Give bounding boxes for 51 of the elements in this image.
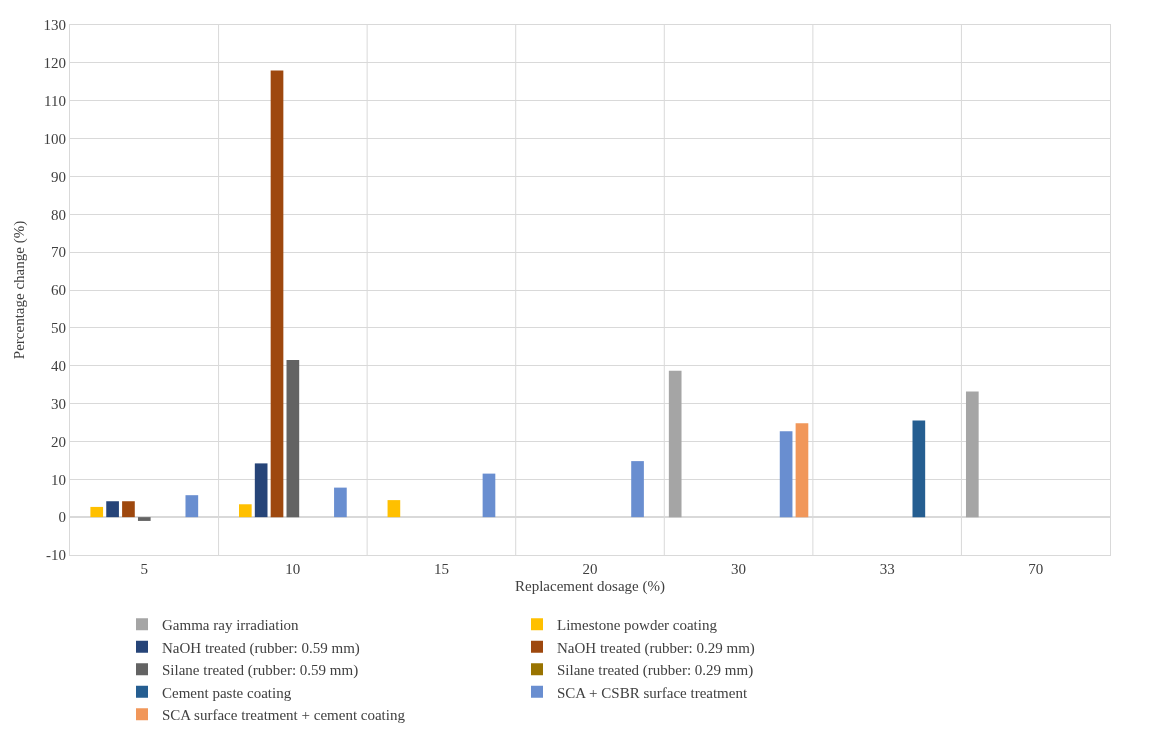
x-axis-title: Replacement dosage (%) [515, 578, 665, 595]
bar [779, 431, 793, 518]
legend-label: SCA surface treatment + cement coating [162, 707, 406, 724]
legend-label: Silane treated (rubber: 0.29 mm) [557, 662, 754, 680]
bar [334, 487, 347, 518]
bar [90, 506, 104, 518]
legend-label: NaOH treated (rubber: 0.59 mm) [162, 639, 360, 657]
y-tick-label: 110 [44, 92, 66, 109]
legend-label: NaOH treated (rubber: 0.29 mm) [557, 639, 755, 657]
legend-label: Cement paste coating [162, 684, 292, 701]
bar [668, 370, 682, 518]
y-tick-label: 130 [43, 17, 66, 34]
bar [238, 504, 252, 518]
y-tick-label: 50 [51, 320, 66, 337]
y-tick-label: 0 [58, 509, 66, 526]
y-tick-label: 40 [51, 357, 66, 374]
x-tick-label: 70 [1028, 561, 1044, 577]
y-tick-label: 20 [51, 433, 66, 450]
bar [185, 495, 199, 518]
bar [137, 517, 151, 521]
x-tick-label: 33 [879, 561, 895, 577]
y-tick-label: 70 [51, 244, 66, 261]
x-tick-label: 5 [140, 561, 149, 577]
y-tick-label: 120 [43, 55, 66, 72]
x-tick-label: 15 [433, 561, 449, 577]
y-tick-label: -10 [46, 547, 66, 564]
x-tick-label: 30 [731, 561, 747, 577]
bar [270, 70, 284, 518]
x-tick-label: 20 [582, 561, 598, 577]
legend-label: Limestone powder coating [557, 617, 718, 634]
bar [482, 473, 496, 518]
y-axis-title: Percentage change (%) [10, 220, 28, 360]
legend-label: Gamma ray irradiation [162, 617, 300, 634]
bar [122, 501, 135, 518]
bar [387, 500, 401, 518]
y-tick-label: 10 [51, 471, 66, 488]
bar [254, 463, 268, 518]
bar [106, 501, 119, 518]
x-tick-label: 10 [285, 561, 301, 577]
bar [286, 360, 300, 518]
y-tick-label: 30 [51, 395, 66, 412]
legend-label: Silane treated (rubber: 0.59 mm) [162, 662, 359, 680]
y-tick-label: 90 [51, 168, 66, 185]
legend-label: SCA + CSBR surface treatment [557, 684, 748, 701]
bar [912, 420, 926, 518]
y-tick-label: 80 [51, 206, 66, 223]
y-tick-label: 60 [51, 282, 66, 299]
bar [795, 423, 809, 518]
bar [631, 461, 644, 518]
bar [965, 391, 979, 518]
y-tick-label: 100 [43, 130, 66, 147]
